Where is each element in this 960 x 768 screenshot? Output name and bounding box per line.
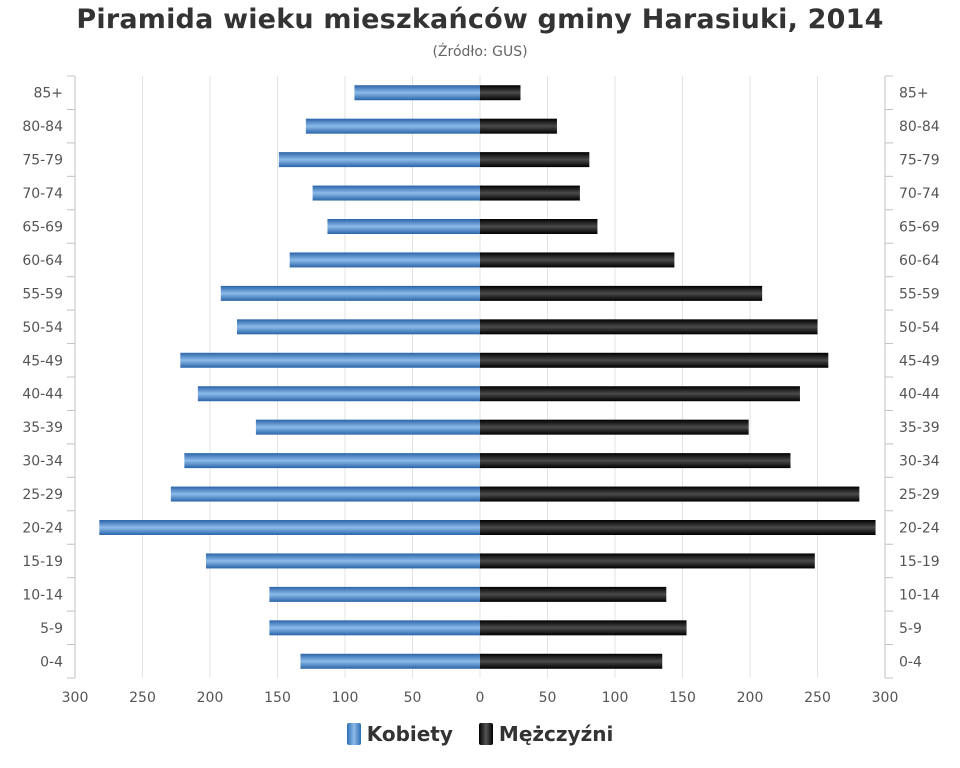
- y-tick-label-right: 25-29: [899, 487, 940, 503]
- bar-male[interactable]: [480, 486, 860, 502]
- y-tick-label-right: 10-14: [899, 587, 940, 603]
- bar-female[interactable]: [300, 653, 480, 669]
- y-tick-label-right: 45-49: [899, 353, 940, 369]
- y-tick-label-right: 75-79: [899, 153, 940, 169]
- bar-male[interactable]: [480, 386, 800, 402]
- bar-female[interactable]: [327, 219, 480, 234]
- y-tick-label-right: 5-9: [899, 621, 922, 637]
- bar-male[interactable]: [480, 219, 598, 234]
- legend: Kobiety Mężczyźni: [0, 722, 960, 746]
- chart-subtitle: (Źródło: GUS): [432, 44, 528, 60]
- y-tick-label-left: 85+: [33, 86, 63, 102]
- x-tick-label: 100: [602, 690, 629, 706]
- y-tick-label-left: 40-44: [22, 387, 63, 403]
- y-tick-label-right: 80-84: [899, 119, 940, 135]
- y-tick-label-left: 30-34: [22, 454, 63, 470]
- y-tick-label-left: 35-39: [22, 420, 63, 436]
- y-tick-label-right: 65-69: [899, 220, 940, 236]
- x-tick-label: 200: [737, 690, 764, 706]
- y-tick-label-right: 30-34: [899, 454, 940, 470]
- bar-male[interactable]: [480, 553, 815, 569]
- y-tick-label-left: 50-54: [22, 320, 63, 336]
- bar-female[interactable]: [354, 85, 480, 101]
- bar-female[interactable]: [180, 352, 481, 368]
- y-tick-label-right: 50-54: [899, 320, 940, 336]
- bar-male[interactable]: [480, 620, 687, 636]
- y-tick-label-left: 70-74: [22, 186, 63, 202]
- y-tick-label-right: 40-44: [899, 387, 940, 403]
- y-tick-label-left: 45-49: [22, 353, 63, 369]
- bar-female[interactable]: [305, 118, 480, 134]
- y-tick-label-left: 10-14: [22, 587, 63, 603]
- bar-female[interactable]: [197, 386, 480, 402]
- y-tick-label-left: 0-4: [40, 654, 63, 670]
- legend-swatch-male: [478, 723, 493, 745]
- x-tick-label: 150: [264, 690, 291, 706]
- bar-female[interactable]: [205, 553, 480, 569]
- bar-female[interactable]: [312, 185, 480, 201]
- y-tick-label-left: 55-59: [22, 286, 63, 302]
- bar-female[interactable]: [269, 620, 480, 636]
- chart-title: Piramida wieku mieszkańców gminy Harasiu…: [76, 4, 884, 35]
- y-tick-label-left: 20-24: [22, 521, 63, 537]
- bar-male[interactable]: [480, 520, 876, 535]
- bar-male[interactable]: [480, 453, 791, 469]
- bar-female[interactable]: [220, 285, 481, 301]
- bar-male[interactable]: [480, 85, 521, 101]
- x-tick-label: 200: [197, 690, 224, 706]
- bar-male[interactable]: [480, 419, 749, 435]
- y-tick-label-right: 20-24: [899, 521, 940, 537]
- bar-male[interactable]: [480, 152, 590, 168]
- y-tick-label-left: 80-84: [22, 119, 63, 135]
- legend-swatch-female: [346, 723, 361, 745]
- x-tick-label: 300: [872, 690, 899, 706]
- x-tick-label: 150: [669, 690, 696, 706]
- bar-female[interactable]: [255, 419, 480, 435]
- bar-male[interactable]: [480, 319, 818, 335]
- bar-male[interactable]: [480, 586, 667, 602]
- x-tick-label: 50: [539, 690, 557, 706]
- x-tick-label: 300: [62, 690, 89, 706]
- y-tick-label-left: 60-64: [22, 253, 63, 269]
- bar-female[interactable]: [269, 586, 480, 602]
- legend-label-male: Mężczyźni: [498, 722, 614, 746]
- bar-male[interactable]: [480, 118, 557, 134]
- y-tick-label-right: 70-74: [899, 186, 940, 202]
- bar-female[interactable]: [289, 252, 480, 268]
- bar-female[interactable]: [184, 453, 480, 469]
- bar-female[interactable]: [170, 486, 480, 502]
- y-tick-label-right: 60-64: [899, 253, 940, 269]
- y-tick-label-left: 25-29: [22, 487, 63, 503]
- bar-male[interactable]: [480, 352, 829, 368]
- y-tick-label-right: 0-4: [899, 654, 922, 670]
- y-tick-label-right: 15-19: [899, 554, 940, 570]
- x-tick-label: 250: [804, 690, 831, 706]
- bar-male[interactable]: [480, 285, 763, 301]
- y-tick-label-left: 75-79: [22, 153, 63, 169]
- x-tick-label: 50: [404, 690, 422, 706]
- y-tick-label-left: 65-69: [22, 220, 63, 236]
- x-tick-label: 250: [129, 690, 156, 706]
- tick-labels: 300 250 200 150 100 50 0 50 100 150 200 250 300 85+ 85…: [22, 86, 939, 706]
- y-tick-label-right: 55-59: [899, 286, 940, 302]
- y-tick-label-left: 5-9: [40, 621, 63, 637]
- legend-item-female[interactable]: Kobiety: [346, 722, 453, 746]
- x-tick-label: 100: [332, 690, 359, 706]
- bar-female[interactable]: [99, 520, 481, 535]
- x-tick-label: 0: [476, 690, 485, 706]
- bar-female[interactable]: [278, 152, 480, 168]
- axes: [67, 75, 893, 679]
- y-tick-label-right: 85+: [899, 86, 929, 102]
- bar-female[interactable]: [237, 319, 480, 335]
- bar-male[interactable]: [480, 653, 663, 669]
- legend-label-female: Kobiety: [366, 722, 453, 746]
- y-tick-label-right: 35-39: [899, 420, 940, 436]
- bar-male[interactable]: [480, 252, 675, 268]
- bar-male[interactable]: [480, 185, 580, 201]
- legend-item-male[interactable]: Mężczyźni: [478, 722, 614, 746]
- bars: [99, 85, 876, 669]
- y-tick-label-left: 15-19: [22, 554, 63, 570]
